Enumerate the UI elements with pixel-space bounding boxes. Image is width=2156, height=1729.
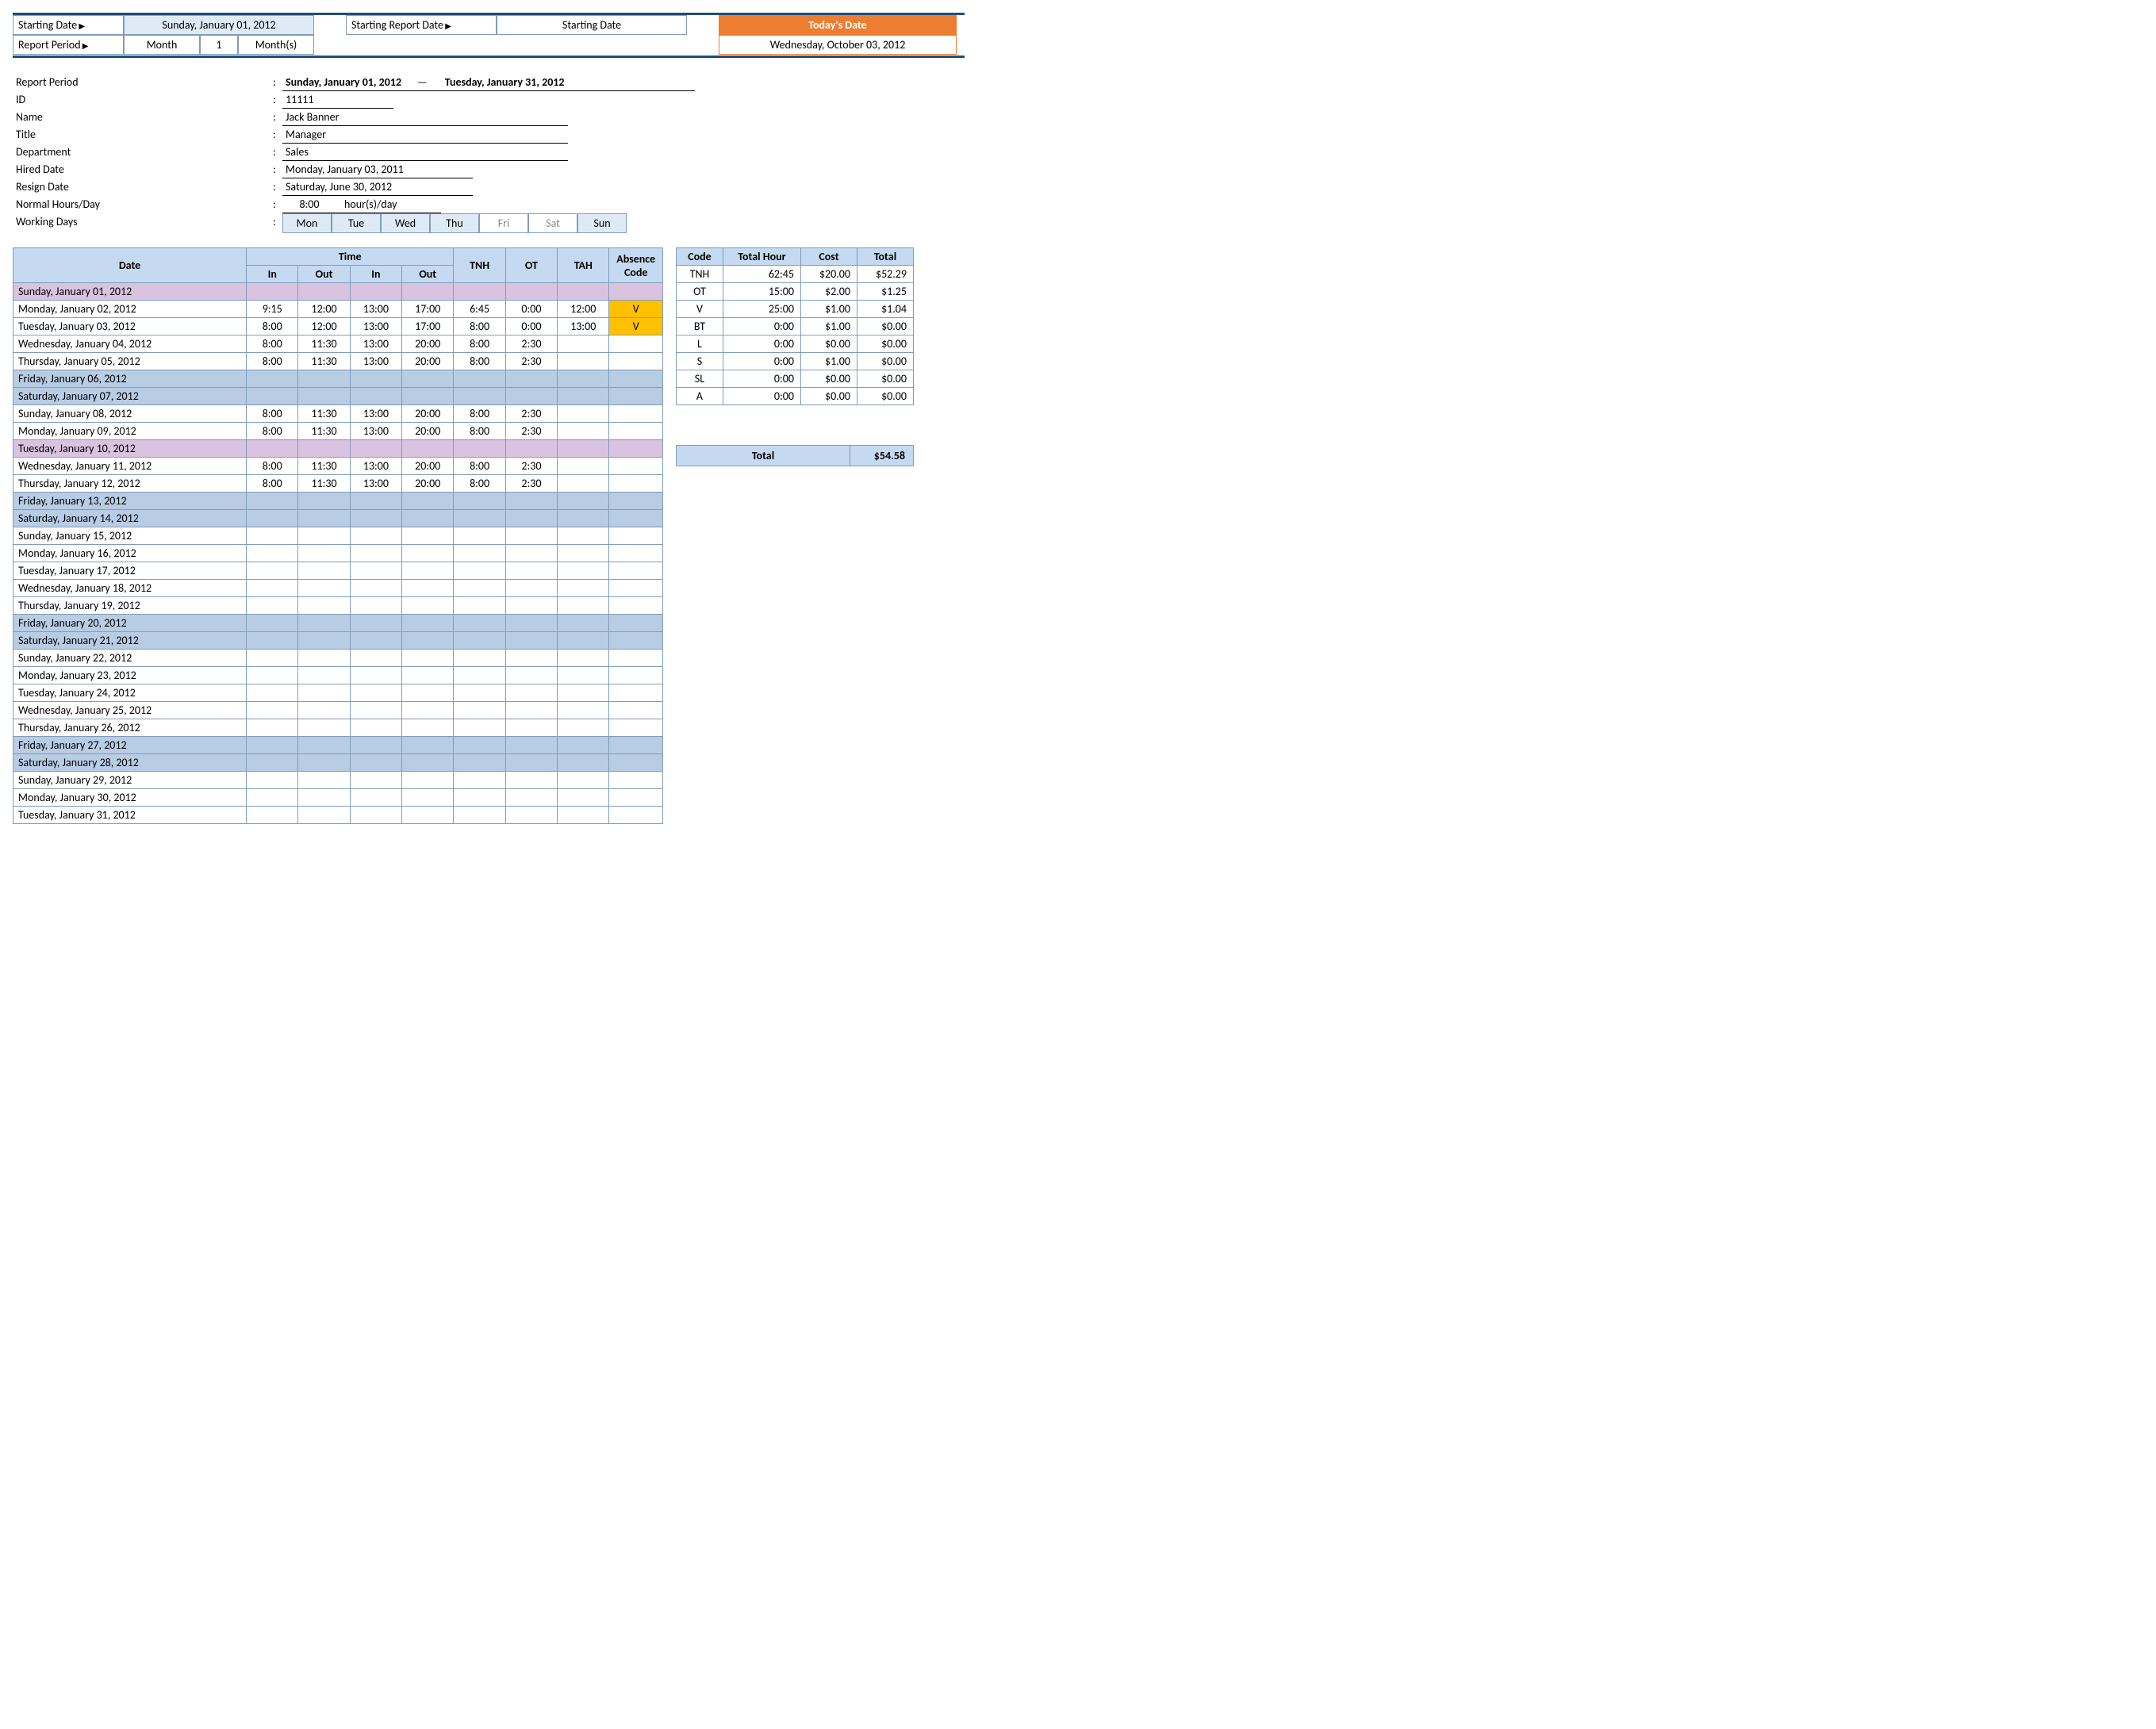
info-hours-label: Normal Hours/Day [13, 196, 267, 213]
timesheet-row[interactable]: Monday, January 16, 2012 [13, 545, 663, 562]
info-name-value: Jack Banner [282, 109, 568, 126]
timesheet-row[interactable]: Tuesday, January 24, 2012 [13, 684, 663, 702]
th-in-1: In [247, 266, 298, 283]
info-hired-label: Hired Date [13, 161, 267, 178]
timesheet-row[interactable]: Monday, January 09, 20128:0011:3013:0020… [13, 423, 663, 440]
timesheet-row[interactable]: Sunday, January 08, 20128:0011:3013:0020… [13, 405, 663, 423]
timesheet-row[interactable]: Wednesday, January 11, 20128:0011:3013:0… [13, 458, 663, 475]
th-tnh: TNH [454, 248, 505, 283]
timesheet-row[interactable]: Monday, January 30, 2012 [13, 789, 663, 807]
sm-cost: Cost [800, 248, 857, 266]
info-id-value: 11111 [282, 91, 393, 109]
timesheet-row[interactable]: Friday, January 27, 2012 [13, 737, 663, 754]
th-time: Time [247, 248, 454, 266]
day-sat: Sat [528, 213, 577, 233]
working-days-row: MonTueWedThuFriSatSun [282, 213, 695, 233]
report-period-suffix-cell: Month(s) [238, 35, 314, 55]
timesheet-row[interactable]: Thursday, January 12, 20128:0011:3013:00… [13, 475, 663, 493]
th-out-1: Out [298, 266, 350, 283]
todays-date-value: Wednesday, October 03, 2012 [719, 35, 957, 55]
summary-row: L0:00$0.00$0.00 [677, 335, 914, 353]
summary-panel: Code Total Hour Cost Total TNH62:45$20.0… [676, 247, 914, 466]
info-title-value: Manager [282, 126, 568, 144]
timesheet-row[interactable]: Saturday, January 28, 2012 [13, 754, 663, 772]
info-report-period-value: Sunday, January 01, 2012 — Tuesday, Janu… [282, 74, 695, 91]
timesheet-row[interactable]: Sunday, January 15, 2012 [13, 527, 663, 545]
timesheet-row[interactable]: Tuesday, January 10, 2012 [13, 440, 663, 458]
timesheet-row[interactable]: Friday, January 06, 2012 [13, 370, 663, 388]
info-dept-value: Sales [282, 144, 568, 161]
starting-date-cell[interactable]: Sunday, January 01, 2012 [124, 15, 314, 35]
grand-total-value: $54.58 [850, 446, 914, 466]
top-controls: Starting Date Sunday, January 01, 2012 S… [13, 15, 965, 55]
grand-total-label: Total [677, 446, 850, 466]
info-report-period-label: Report Period [13, 74, 267, 91]
timesheet-row[interactable]: Friday, January 13, 2012 [13, 493, 663, 510]
starting-report-date-label: Starting Report Date [346, 15, 497, 35]
th-in-2: In [350, 266, 401, 283]
day-thu: Thu [430, 213, 479, 233]
timesheet-row[interactable]: Saturday, January 14, 2012 [13, 510, 663, 527]
th-date: Date [13, 248, 247, 283]
day-fri: Fri [479, 213, 528, 233]
timesheet-row[interactable]: Sunday, January 01, 2012 [13, 283, 663, 301]
timesheet-row[interactable]: Tuesday, January 17, 2012 [13, 562, 663, 580]
th-tah: TAH [558, 248, 609, 283]
info-working-days-label: Working Days [13, 213, 267, 233]
summary-row: S0:00$1.00$0.00 [677, 353, 914, 370]
grand-total-row: Total $54.58 [676, 445, 914, 466]
timesheet-row[interactable]: Sunday, January 22, 2012 [13, 650, 663, 667]
info-dept-label: Department [13, 144, 267, 161]
timesheet-row[interactable]: Wednesday, January 04, 20128:0011:3013:0… [13, 335, 663, 353]
report-period-count-cell[interactable]: 1 [200, 35, 238, 55]
report-period-unit-cell[interactable]: Month [124, 35, 200, 55]
day-mon: Mon [282, 213, 332, 233]
th-ot: OT [505, 248, 557, 283]
employee-info: Report Period : Sunday, January 01, 2012… [13, 74, 965, 233]
day-wed: Wed [381, 213, 430, 233]
day-sun: Sun [577, 213, 627, 233]
summary-table: Code Total Hour Cost Total TNH62:45$20.0… [676, 247, 914, 405]
sm-hour: Total Hour [723, 248, 800, 266]
info-title-label: Title [13, 126, 267, 144]
info-hours-value: 8:00 hour(s)/day [282, 196, 441, 213]
sm-code: Code [677, 248, 723, 266]
timesheet-row[interactable]: Saturday, January 07, 2012 [13, 388, 663, 405]
summary-row: TNH62:45$20.00$52.29 [677, 266, 914, 283]
timesheet-row[interactable]: Thursday, January 05, 20128:0011:3013:00… [13, 353, 663, 370]
timesheet-page: Starting Date Sunday, January 01, 2012 S… [13, 13, 965, 824]
sm-total: Total [857, 248, 913, 266]
timesheet-row[interactable]: Thursday, January 19, 2012 [13, 597, 663, 615]
starting-date-label: Starting Date [13, 15, 124, 35]
timesheet-row[interactable]: Thursday, January 26, 2012 [13, 719, 663, 737]
summary-row: A0:00$0.00$0.00 [677, 388, 914, 405]
report-period-label: Report Period [13, 35, 124, 55]
day-tue: Tue [332, 213, 381, 233]
summary-row: BT0:00$1.00$0.00 [677, 318, 914, 335]
timesheet-row[interactable]: Wednesday, January 25, 2012 [13, 702, 663, 719]
info-resign-label: Resign Date [13, 178, 267, 196]
timesheet-row[interactable]: Wednesday, January 18, 2012 [13, 580, 663, 597]
timesheet-row[interactable]: Saturday, January 21, 2012 [13, 632, 663, 650]
summary-row: V25:00$1.00$1.04 [677, 301, 914, 318]
timesheet-row[interactable]: Sunday, January 29, 2012 [13, 772, 663, 789]
timesheet-row[interactable]: Tuesday, January 31, 2012 [13, 807, 663, 824]
timesheet-row[interactable]: Friday, January 20, 2012 [13, 615, 663, 632]
info-hired-value: Monday, January 03, 2011 [282, 161, 473, 178]
info-resign-value: Saturday, June 30, 2012 [282, 178, 473, 196]
summary-row: OT15:00$2.00$1.25 [677, 283, 914, 301]
starting-report-date-cell[interactable]: Starting Date [497, 15, 687, 35]
timesheet-row[interactable]: Tuesday, January 03, 20128:0012:0013:001… [13, 318, 663, 335]
info-name-label: Name [13, 109, 267, 126]
th-out-2: Out [402, 266, 454, 283]
todays-date-label: Today's Date [719, 15, 957, 35]
summary-row: SL0:00$0.00$0.00 [677, 370, 914, 388]
timesheet-row[interactable]: Monday, January 23, 2012 [13, 667, 663, 684]
timesheet-row[interactable]: Monday, January 02, 20129:1512:0013:0017… [13, 301, 663, 318]
th-absence: Absence Code [609, 248, 663, 283]
info-id-label: ID [13, 91, 267, 109]
timesheet-table: Date Time TNH OT TAH Absence Code In Out… [13, 247, 663, 824]
